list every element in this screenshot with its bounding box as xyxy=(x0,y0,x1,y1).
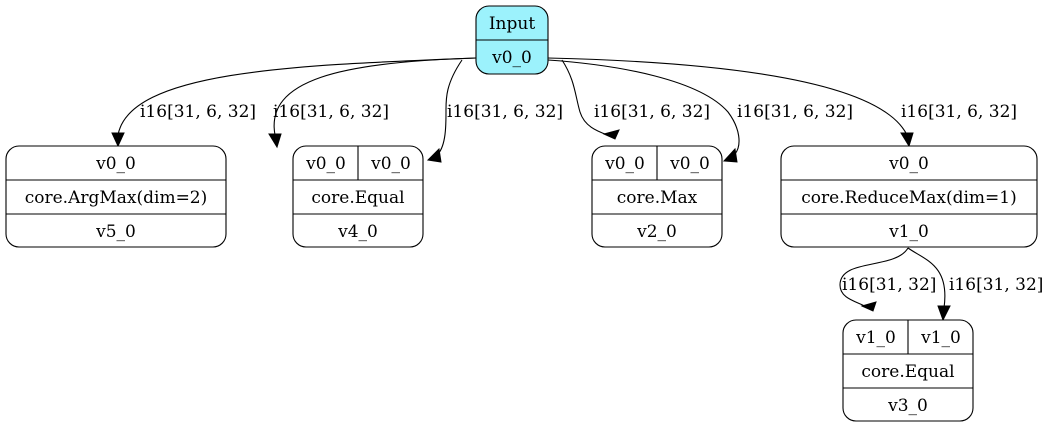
node-input-port-a: v1_0 xyxy=(855,328,896,348)
edge-label: i16[31, 6, 32] xyxy=(273,102,389,122)
edge-label: i16[31, 32] xyxy=(949,275,1043,295)
node-input-port-b: v0_0 xyxy=(669,154,710,174)
edge-label: i16[31, 32] xyxy=(842,275,936,295)
node-output: v0_0 xyxy=(491,48,532,68)
node-argmax[interactable]: v0_0 core.ArgMax(dim=2) v5_0 xyxy=(5,145,227,248)
node-input-port: v0_0 xyxy=(95,154,136,174)
edge-label: i16[31, 6, 32] xyxy=(594,102,710,122)
edge-input-argmax: i16[31, 6, 32] xyxy=(111,57,477,148)
edge-input-max-b: i16[31, 6, 32] xyxy=(547,59,853,163)
edge-reducemax-equal2-a: i16[31, 32] xyxy=(839,247,936,312)
node-input-port-a: v0_0 xyxy=(604,154,645,174)
edge-reducemax-equal2-b: i16[31, 32] xyxy=(907,247,1043,322)
node-op: core.ReduceMax(dim=1) xyxy=(801,188,1017,208)
node-equal-v4[interactable]: v0_0 v0_0 core.Equal v4_0 xyxy=(292,145,424,248)
node-reducemax[interactable]: v0_0 core.ReduceMax(dim=1) v1_0 xyxy=(780,145,1038,248)
edge-input-max-a: i16[31, 6, 32] xyxy=(561,59,710,140)
node-op: core.Max xyxy=(617,188,698,208)
node-output: v4_0 xyxy=(337,222,378,242)
node-output: v5_0 xyxy=(95,222,136,242)
node-input-port-a: v0_0 xyxy=(305,154,346,174)
node-output: v2_0 xyxy=(636,222,677,242)
edge-label: i16[31, 6, 32] xyxy=(737,102,853,122)
node-max[interactable]: v0_0 v0_0 core.Max v2_0 xyxy=(591,145,723,248)
node-title: Input xyxy=(489,14,535,34)
edge-input-equal1-a: i16[31, 6, 32] xyxy=(268,57,477,149)
edge-input-reducemax: i16[31, 6, 32] xyxy=(547,57,1017,148)
edge-label: i16[31, 6, 32] xyxy=(447,102,563,122)
node-op: core.Equal xyxy=(861,362,954,382)
node-input-port-b: v1_0 xyxy=(920,328,961,348)
edge-label: i16[31, 6, 32] xyxy=(140,102,256,122)
node-op: core.ArgMax(dim=2) xyxy=(25,188,208,208)
node-output: v1_0 xyxy=(888,222,929,242)
node-equal-v3[interactable]: v1_0 v1_0 core.Equal v3_0 xyxy=(842,319,974,422)
node-input-port-b: v0_0 xyxy=(370,154,411,174)
edge-label: i16[31, 6, 32] xyxy=(901,102,1017,122)
node-op: core.Equal xyxy=(311,188,404,208)
edge-input-equal1-b: i16[31, 6, 32] xyxy=(426,59,563,163)
node-input-port: v0_0 xyxy=(888,154,929,174)
node-output: v3_0 xyxy=(887,396,928,416)
node-input[interactable]: Input v0_0 xyxy=(475,5,549,75)
